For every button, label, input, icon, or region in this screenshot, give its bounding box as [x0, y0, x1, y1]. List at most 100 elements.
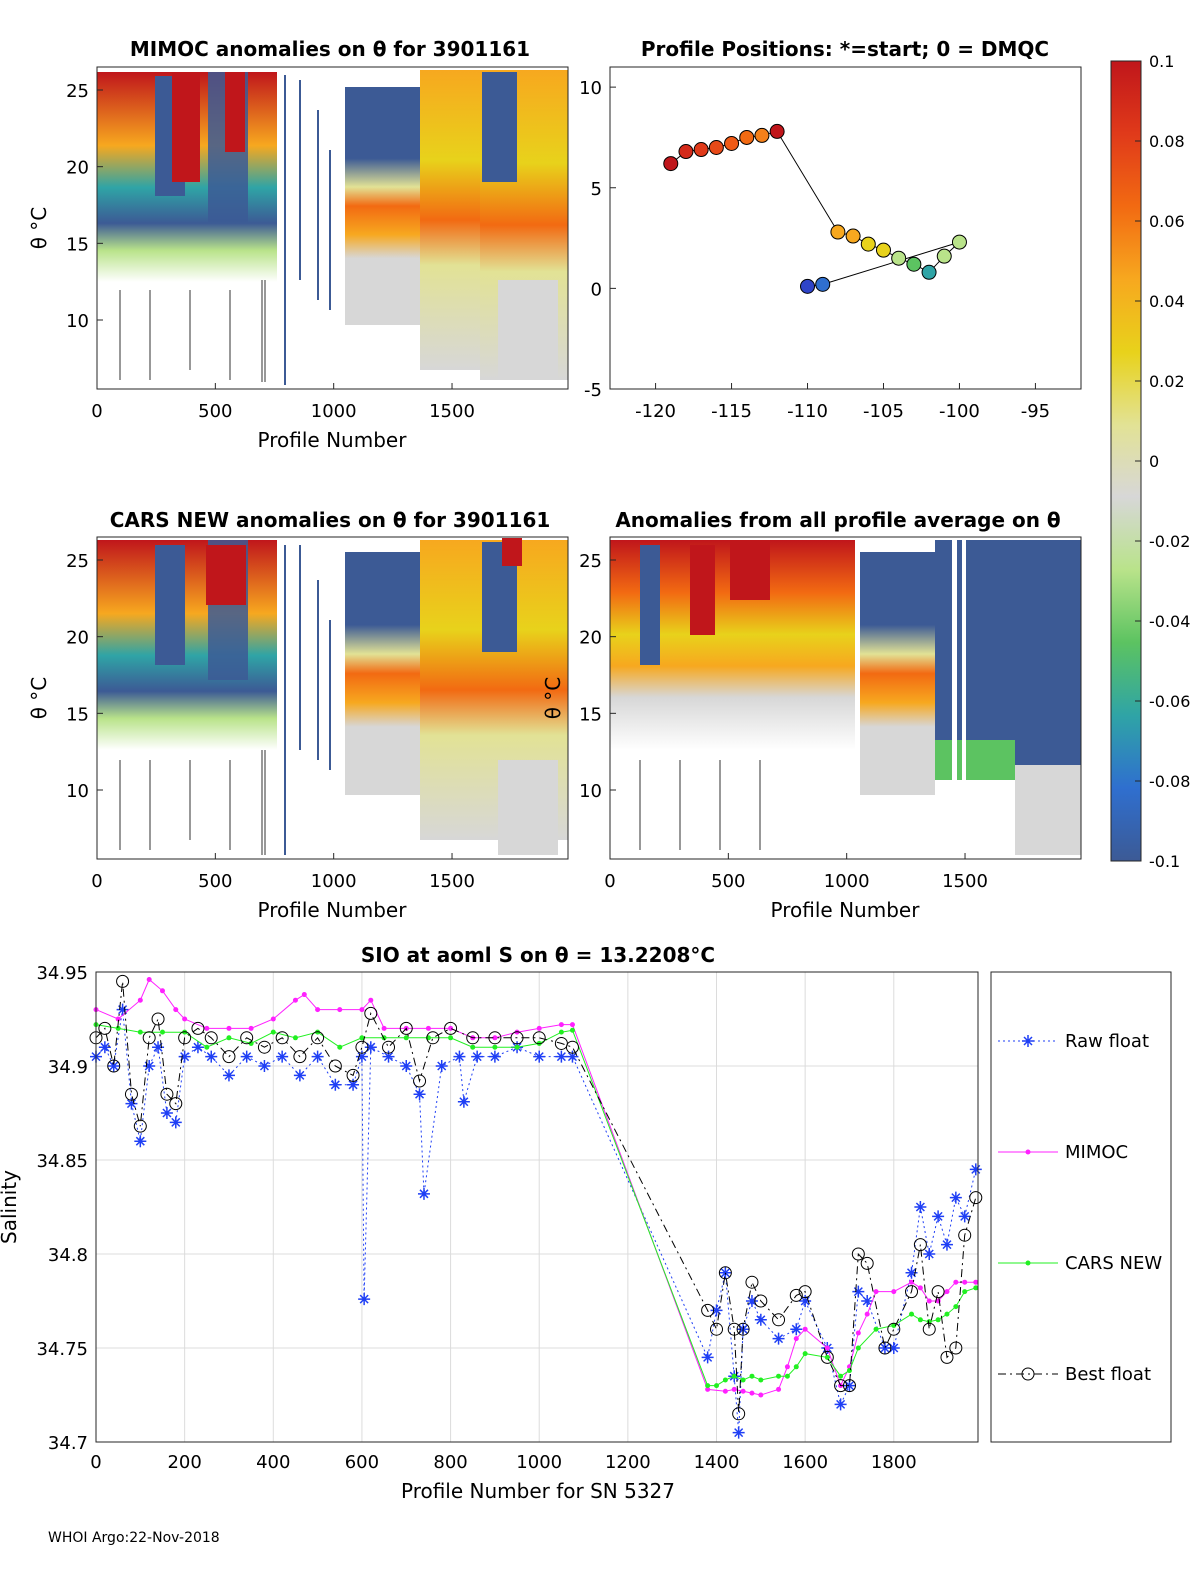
x-tick-label: 400: [256, 1452, 290, 1473]
best-float-marker: [413, 1074, 427, 1088]
series-dot-marker: [173, 1007, 179, 1013]
series-dot-marker: [337, 1044, 343, 1050]
best-float-marker: [958, 1228, 972, 1242]
series-dot-marker: [359, 1035, 365, 1041]
raw-float-marker: [471, 1050, 484, 1063]
series-dot-marker: [855, 1330, 861, 1336]
best-float-marker: [922, 1322, 936, 1336]
series-dot-marker: [558, 1029, 564, 1035]
raw-float-marker: [98, 1041, 111, 1054]
colorbar-tick-label: 0.06: [1149, 212, 1185, 231]
track-point: [830, 224, 846, 240]
x-tick-label: 1500: [429, 871, 475, 892]
allavg-axes-box: [609, 536, 1082, 860]
colorbar-tick-label: -0.08: [1149, 772, 1190, 791]
best-float-marker: [905, 1285, 919, 1299]
raw-float-marker: [364, 1041, 377, 1054]
series-dot-marker: [758, 1392, 764, 1398]
series-dot-marker: [337, 1007, 343, 1013]
raw-float-marker: [222, 1069, 235, 1082]
y-tick-label: -5: [584, 380, 602, 401]
series-dot-marker: [226, 1025, 232, 1031]
colorbar-tick-label: 0.02: [1149, 372, 1185, 391]
raw-float-marker: [932, 1210, 945, 1223]
series-dot-marker: [838, 1373, 844, 1379]
best-float-marker: [834, 1379, 848, 1393]
raw-float-marker: [258, 1060, 271, 1072]
mimoc-section: [97, 70, 568, 385]
best-float-marker: [240, 1031, 254, 1045]
raw-float-marker: [107, 1060, 120, 1072]
best-float-marker: [124, 1087, 138, 1101]
y-tick-label: 15: [66, 234, 89, 255]
series-dot-marker: [470, 1044, 476, 1050]
best-float-marker: [754, 1294, 768, 1308]
x-tick-label: 0: [90, 1452, 101, 1473]
legend-label: Raw float: [1065, 1031, 1149, 1052]
series-dot-marker: [793, 1364, 799, 1370]
raw-float-marker: [240, 1050, 253, 1063]
raw-float-marker: [125, 1097, 138, 1110]
best-float-marker: [732, 1407, 746, 1421]
raw-float-marker: [453, 1050, 466, 1063]
series-dot-marker: [137, 997, 143, 1003]
colorbar-tick-label: 0: [1149, 452, 1159, 471]
series-dot-marker: [146, 977, 152, 983]
y-tick-label: 10: [579, 781, 602, 802]
allavg-ticks: 0 500 1000 1500 10 15 20 25: [579, 551, 988, 892]
raw-float-marker: [861, 1295, 874, 1307]
y-tick-label: 34.75: [36, 1339, 88, 1360]
y-tick-label: 15: [66, 704, 89, 725]
x-tick-label: 800: [433, 1452, 467, 1473]
series-dot-marker: [270, 1016, 276, 1022]
best-float-marker: [860, 1256, 874, 1270]
y-tick-label: 25: [66, 551, 89, 572]
best-float-marker: [275, 1031, 289, 1045]
x-tick-label: 600: [345, 1452, 379, 1473]
raw-float-marker: [772, 1332, 785, 1345]
x-tick-label: 1000: [824, 871, 870, 892]
track-point: [724, 135, 740, 151]
y-tick-label: 25: [579, 551, 602, 572]
series-dot-marker: [909, 1279, 915, 1285]
best-float-marker: [532, 1031, 546, 1045]
track-point: [921, 264, 937, 280]
series-line: [95, 1009, 977, 1433]
series-dot-marker: [115, 1025, 121, 1031]
colorbar-tick-label: 0.04: [1149, 292, 1185, 311]
track-point: [860, 236, 876, 252]
salinity-ylabel: Salinity: [0, 1170, 21, 1244]
salinity-legend: Raw float MIMOC CARS NEW Best float: [990, 971, 1172, 1443]
allavg-ylabel: θ °C: [541, 677, 565, 720]
series-dot-marker: [740, 1377, 746, 1383]
series-dot-marker: [909, 1311, 915, 1317]
raw-float-marker: [923, 1248, 936, 1260]
raw-float-marker: [205, 1050, 218, 1063]
best-float-marker: [718, 1266, 732, 1280]
series-dot-marker: [873, 1289, 879, 1295]
raw-float-marker: [143, 1060, 156, 1072]
x-tick-label: 1200: [605, 1452, 651, 1473]
positions-title: Profile Positions: *=start; 0 = DMQC: [641, 37, 1049, 61]
series-dot-marker: [368, 997, 374, 1003]
x-tick-label: 1600: [782, 1452, 828, 1473]
best-float-marker: [133, 1119, 147, 1133]
x-tick-label: 1000: [516, 1452, 562, 1473]
series-dot-marker: [793, 1336, 799, 1342]
x-tick-label: -100: [939, 401, 980, 422]
track-point: [936, 248, 952, 264]
series-dot-marker: [705, 1383, 711, 1389]
x-tick-label: -120: [635, 401, 676, 422]
best-float-marker: [789, 1288, 803, 1302]
best-float-marker: [444, 1021, 458, 1035]
legend-box: [990, 971, 1172, 1443]
best-float-marker: [178, 1031, 192, 1045]
track-point: [678, 144, 694, 160]
series-dot-marker: [776, 1386, 782, 1392]
series-dot-marker: [448, 1035, 454, 1041]
salinity-xlabel: Profile Number for SN 5327: [401, 1479, 675, 1503]
series-dot-marker: [492, 1044, 498, 1050]
series-dot-marker: [855, 1345, 861, 1351]
mimoc-title: MIMOC anomalies on θ for 3901161: [130, 37, 530, 61]
raw-float-marker: [969, 1163, 982, 1176]
